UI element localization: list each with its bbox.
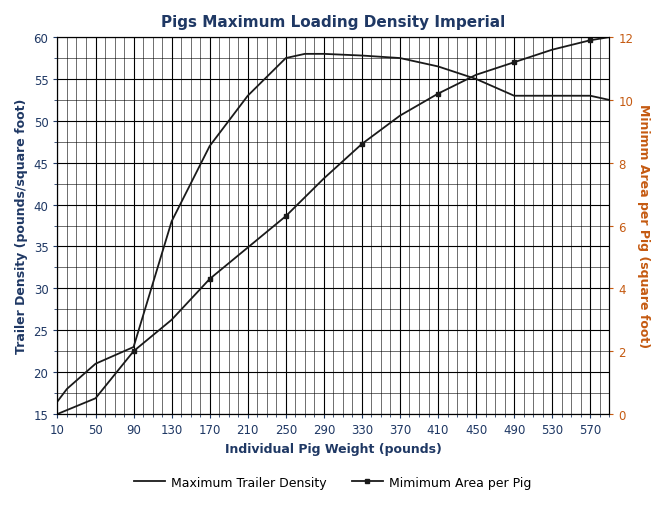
Maximum Trailer Density — [548, 93, 556, 99]
Maximum Trailer Density — [130, 344, 138, 350]
Maximum Trailer Density — [63, 386, 71, 392]
Mimimum Area per Pig — [320, 176, 328, 182]
Maximum Trailer Density — [244, 93, 252, 99]
Maximum Trailer Density — [510, 93, 518, 99]
Maximum Trailer Density — [358, 54, 366, 60]
Y-axis label: Minimm Area per Pig (square foot): Minimm Area per Pig (square foot) — [637, 105, 650, 348]
Mimimum Area per Pig — [205, 276, 213, 282]
Maximum Trailer Density — [205, 143, 213, 149]
Line: Mimimum Area per Pig: Mimimum Area per Pig — [55, 36, 612, 417]
Y-axis label: Trailer Density (pounds/square foot): Trailer Density (pounds/square foot) — [15, 98, 28, 353]
Mimimum Area per Pig — [548, 47, 556, 54]
Maximum Trailer Density — [168, 219, 176, 225]
Maximum Trailer Density — [396, 56, 404, 62]
Mimimum Area per Pig — [130, 348, 138, 355]
Title: Pigs Maximum Loading Density Imperial: Pigs Maximum Loading Density Imperial — [161, 15, 505, 30]
Mimimum Area per Pig — [282, 214, 290, 220]
Mimimum Area per Pig — [92, 395, 100, 401]
Maximum Trailer Density — [472, 77, 480, 83]
Maximum Trailer Density — [282, 56, 290, 62]
Maximum Trailer Density — [301, 52, 309, 58]
Maximum Trailer Density — [605, 97, 613, 104]
Mimimum Area per Pig — [168, 317, 176, 323]
Maximum Trailer Density — [587, 93, 595, 99]
Mimimum Area per Pig — [358, 141, 366, 147]
Mimimum Area per Pig — [53, 411, 61, 417]
Mimimum Area per Pig — [244, 245, 252, 251]
Maximum Trailer Density — [434, 64, 442, 70]
X-axis label: Individual Pig Weight (pounds): Individual Pig Weight (pounds) — [225, 442, 442, 454]
Line: Maximum Trailer Density: Maximum Trailer Density — [57, 55, 609, 401]
Mimimum Area per Pig — [472, 73, 480, 79]
Maximum Trailer Density — [92, 361, 100, 367]
Mimimum Area per Pig — [587, 38, 595, 44]
Mimimum Area per Pig — [396, 113, 404, 119]
Mimimum Area per Pig — [605, 35, 613, 41]
Legend: Maximum Trailer Density, Mimimum Area per Pig: Maximum Trailer Density, Mimimum Area pe… — [128, 471, 537, 494]
Mimimum Area per Pig — [510, 60, 518, 66]
Maximum Trailer Density — [320, 52, 328, 58]
Maximum Trailer Density — [53, 398, 61, 405]
Mimimum Area per Pig — [434, 91, 442, 97]
